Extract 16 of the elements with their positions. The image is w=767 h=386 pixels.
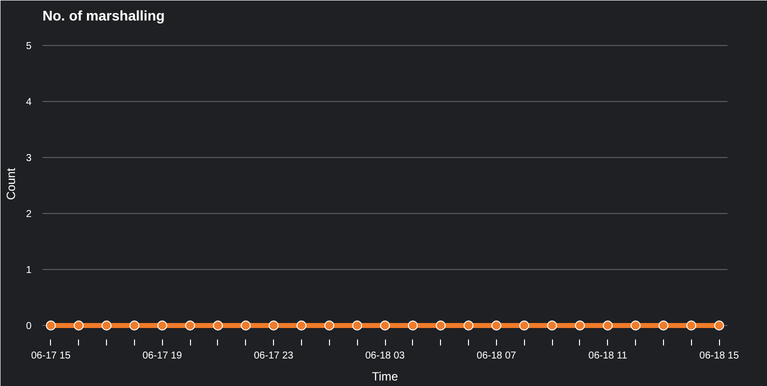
- y-tick-label: 1: [26, 264, 32, 276]
- x-tick-label: 06-18 03: [365, 350, 406, 362]
- x-tick-label: 06-17 23: [254, 350, 294, 362]
- x-tick-label: 06-17 15: [31, 350, 72, 362]
- y-tick-label: 5: [26, 40, 32, 52]
- y-tick-label: 2: [26, 208, 32, 220]
- x-axis-title: Time: [372, 370, 398, 384]
- chart-title: No. of marshalling: [42, 8, 165, 24]
- x-tick-label: 06-18 11: [588, 350, 628, 362]
- y-tick-label: 0: [26, 320, 32, 332]
- x-tick-label: 06-17 19: [142, 350, 182, 362]
- y-tick-label: 3: [26, 152, 32, 164]
- x-tick-label: 06-18 07: [476, 350, 517, 362]
- y-axis-title: Count: [4, 167, 18, 200]
- y-tick-label: 4: [26, 96, 32, 108]
- x-tick-label: 06-18 15: [699, 350, 740, 362]
